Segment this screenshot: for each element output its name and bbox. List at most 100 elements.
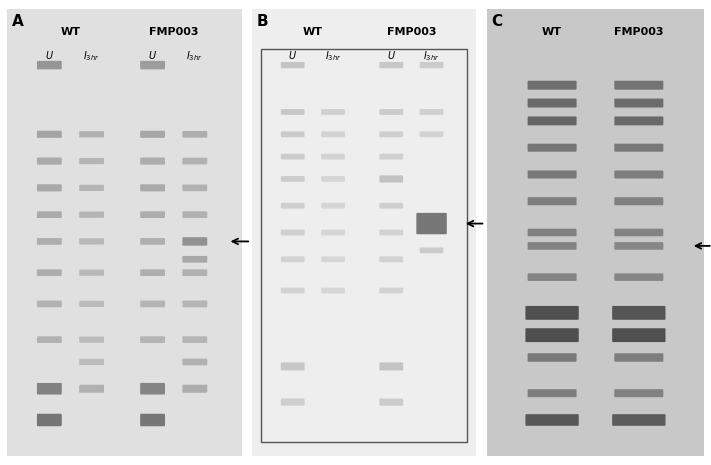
FancyBboxPatch shape <box>140 383 165 394</box>
FancyBboxPatch shape <box>321 256 345 262</box>
FancyBboxPatch shape <box>183 211 207 218</box>
FancyBboxPatch shape <box>37 211 62 218</box>
Text: WT: WT <box>542 27 562 37</box>
FancyBboxPatch shape <box>419 247 444 253</box>
Text: $U$: $U$ <box>45 49 54 61</box>
FancyBboxPatch shape <box>37 383 62 394</box>
FancyBboxPatch shape <box>614 353 663 362</box>
FancyBboxPatch shape <box>140 414 165 426</box>
FancyBboxPatch shape <box>528 171 577 179</box>
Text: $U$: $U$ <box>387 49 396 61</box>
Text: $I_{3hr}$: $I_{3hr}$ <box>186 49 203 63</box>
FancyBboxPatch shape <box>614 144 663 152</box>
FancyBboxPatch shape <box>183 359 207 365</box>
FancyBboxPatch shape <box>79 212 104 218</box>
FancyBboxPatch shape <box>380 256 403 262</box>
FancyBboxPatch shape <box>525 328 579 342</box>
Text: C: C <box>491 14 503 29</box>
Text: A: A <box>12 14 23 29</box>
FancyBboxPatch shape <box>183 158 207 165</box>
FancyBboxPatch shape <box>37 269 62 276</box>
FancyBboxPatch shape <box>79 337 104 343</box>
FancyBboxPatch shape <box>321 154 345 159</box>
FancyBboxPatch shape <box>79 385 104 393</box>
Text: $I_{3hr}$: $I_{3hr}$ <box>325 49 341 63</box>
FancyBboxPatch shape <box>380 132 403 137</box>
FancyBboxPatch shape <box>281 154 304 159</box>
FancyBboxPatch shape <box>281 176 304 182</box>
FancyBboxPatch shape <box>37 238 62 245</box>
FancyBboxPatch shape <box>281 203 304 209</box>
FancyBboxPatch shape <box>183 269 207 276</box>
FancyBboxPatch shape <box>528 144 577 152</box>
FancyBboxPatch shape <box>614 389 663 397</box>
FancyBboxPatch shape <box>140 184 165 192</box>
FancyBboxPatch shape <box>419 109 444 115</box>
FancyBboxPatch shape <box>380 62 403 68</box>
FancyBboxPatch shape <box>380 203 403 209</box>
FancyBboxPatch shape <box>37 131 62 138</box>
Text: FMP003: FMP003 <box>149 27 198 37</box>
FancyBboxPatch shape <box>321 288 345 293</box>
FancyBboxPatch shape <box>183 131 207 138</box>
Text: B: B <box>257 14 269 29</box>
Text: $I_{3hr}$: $I_{3hr}$ <box>423 49 440 63</box>
Bar <box>262 49 467 442</box>
FancyBboxPatch shape <box>37 414 62 426</box>
FancyBboxPatch shape <box>612 306 665 320</box>
FancyBboxPatch shape <box>614 242 663 250</box>
FancyBboxPatch shape <box>380 109 403 115</box>
FancyBboxPatch shape <box>140 336 165 343</box>
FancyBboxPatch shape <box>183 336 207 343</box>
FancyBboxPatch shape <box>528 229 577 236</box>
FancyBboxPatch shape <box>528 99 577 107</box>
FancyBboxPatch shape <box>525 306 579 320</box>
FancyBboxPatch shape <box>321 109 345 115</box>
FancyBboxPatch shape <box>525 414 579 426</box>
FancyBboxPatch shape <box>183 256 207 263</box>
FancyBboxPatch shape <box>183 385 207 393</box>
FancyBboxPatch shape <box>140 211 165 218</box>
Text: FMP003: FMP003 <box>614 27 663 37</box>
FancyBboxPatch shape <box>140 131 165 138</box>
FancyBboxPatch shape <box>614 197 663 205</box>
Text: $U$: $U$ <box>148 49 157 61</box>
FancyBboxPatch shape <box>614 171 663 179</box>
FancyBboxPatch shape <box>79 238 104 245</box>
FancyBboxPatch shape <box>37 184 62 192</box>
FancyBboxPatch shape <box>281 362 304 371</box>
FancyBboxPatch shape <box>281 109 304 115</box>
FancyBboxPatch shape <box>79 270 104 276</box>
FancyBboxPatch shape <box>140 269 165 276</box>
FancyBboxPatch shape <box>528 116 577 126</box>
FancyBboxPatch shape <box>614 229 663 236</box>
FancyBboxPatch shape <box>281 288 304 293</box>
Text: $U$: $U$ <box>288 49 297 61</box>
FancyBboxPatch shape <box>183 300 207 307</box>
FancyBboxPatch shape <box>37 300 62 307</box>
FancyBboxPatch shape <box>37 336 62 343</box>
Text: WT: WT <box>303 27 323 37</box>
FancyBboxPatch shape <box>37 158 62 165</box>
FancyBboxPatch shape <box>528 389 577 397</box>
FancyBboxPatch shape <box>321 203 345 209</box>
FancyBboxPatch shape <box>140 61 165 69</box>
FancyBboxPatch shape <box>281 399 304 405</box>
FancyBboxPatch shape <box>79 131 104 138</box>
FancyBboxPatch shape <box>614 99 663 107</box>
FancyBboxPatch shape <box>321 230 345 235</box>
FancyBboxPatch shape <box>614 116 663 126</box>
FancyBboxPatch shape <box>612 414 665 426</box>
FancyBboxPatch shape <box>140 158 165 165</box>
FancyBboxPatch shape <box>380 399 403 405</box>
FancyBboxPatch shape <box>281 230 304 235</box>
FancyBboxPatch shape <box>183 185 207 191</box>
Text: WT: WT <box>60 27 80 37</box>
FancyBboxPatch shape <box>528 242 577 250</box>
FancyBboxPatch shape <box>380 230 403 235</box>
FancyBboxPatch shape <box>380 288 403 293</box>
FancyBboxPatch shape <box>281 256 304 262</box>
FancyBboxPatch shape <box>419 132 444 137</box>
FancyBboxPatch shape <box>380 175 403 182</box>
FancyBboxPatch shape <box>281 132 304 137</box>
